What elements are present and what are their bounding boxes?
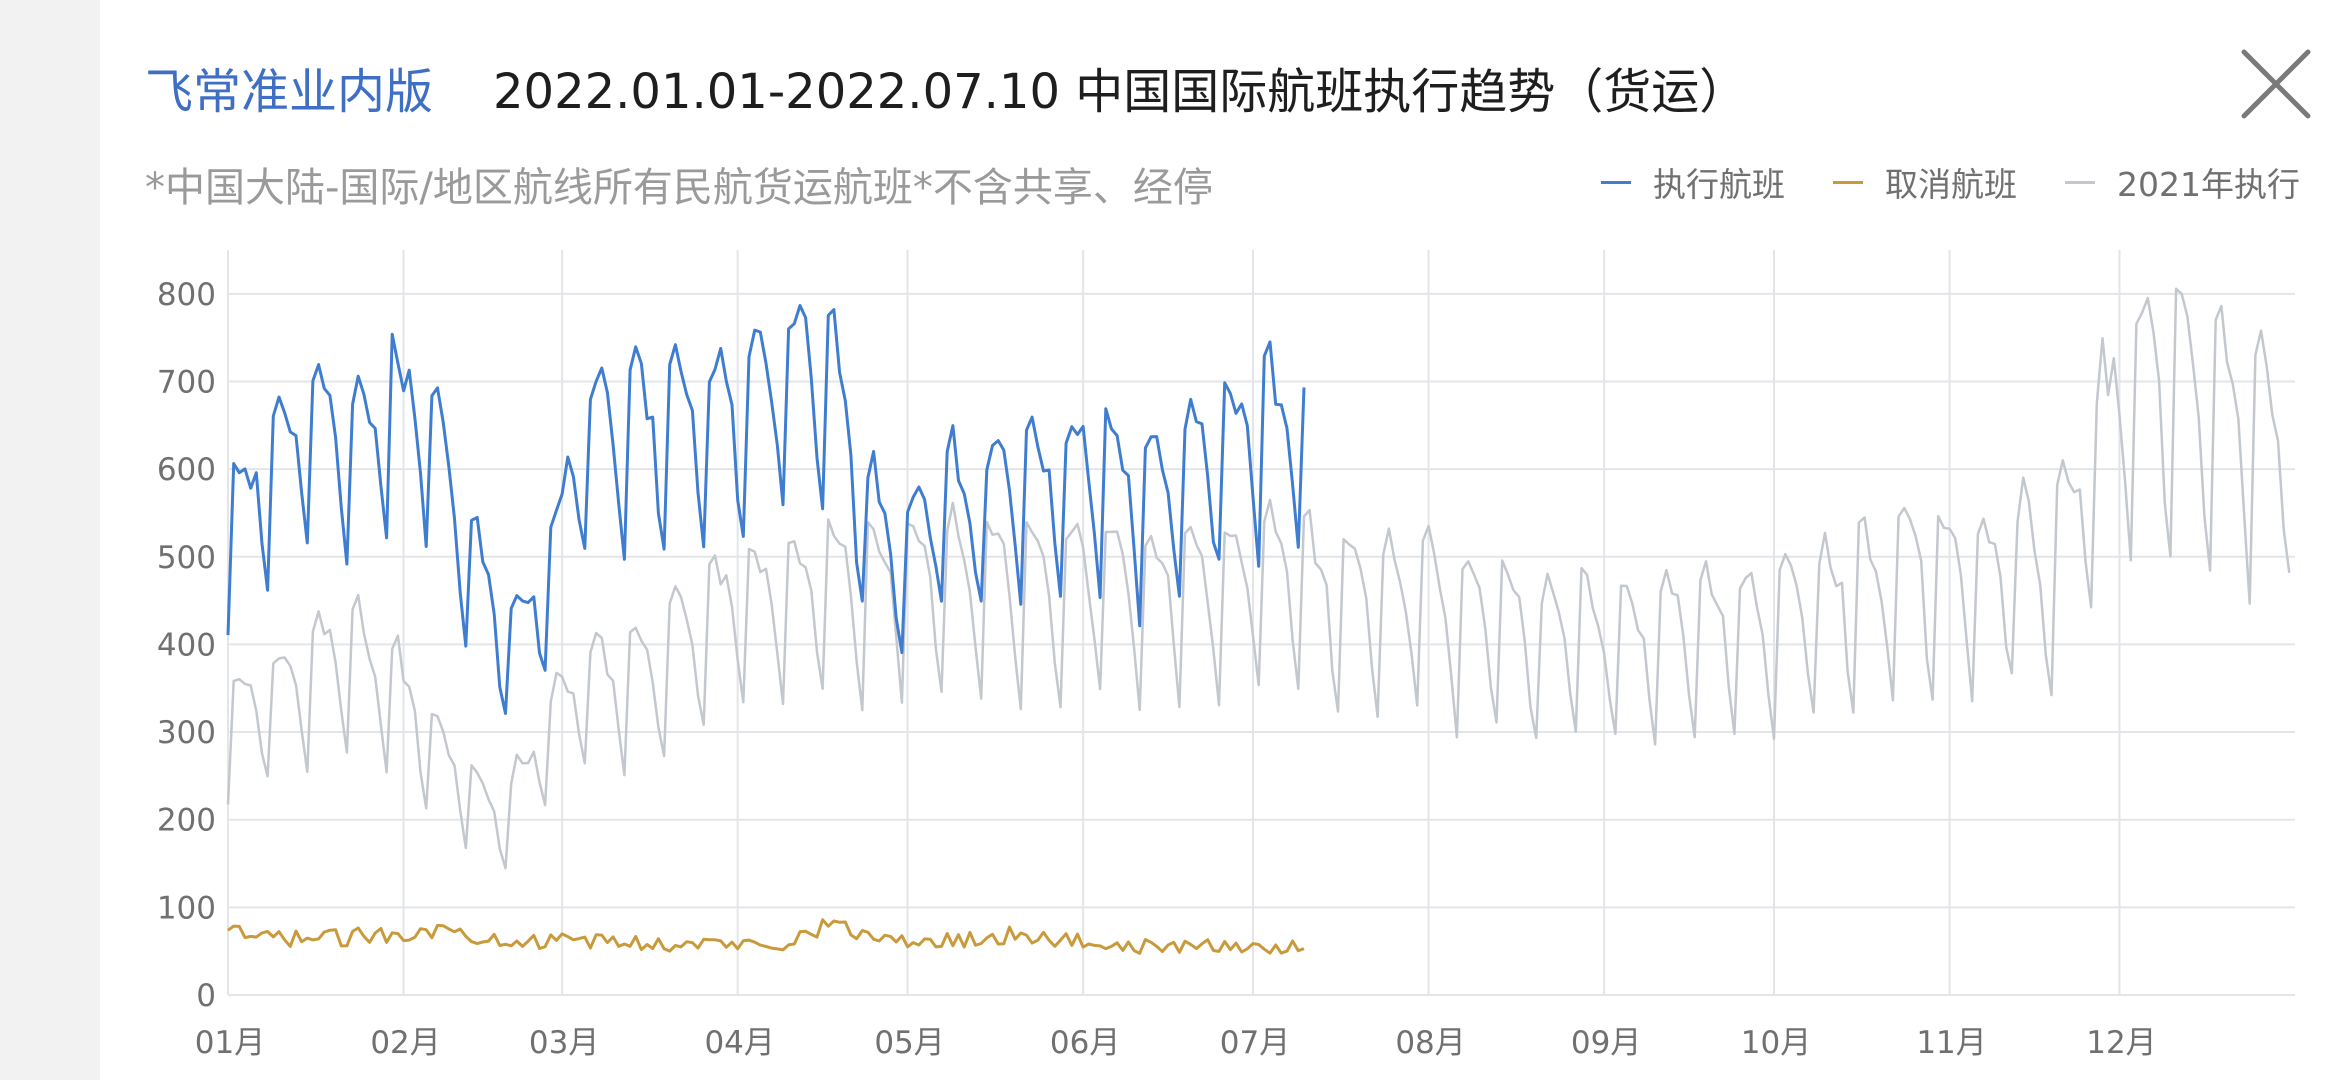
y-tick-label: 800 (157, 277, 216, 313)
x-tick-label: 02月 (370, 1025, 440, 1061)
series-line-2021 (226, 287, 2291, 870)
close-button[interactable] (2236, 44, 2316, 124)
legend-swatch-executed (1601, 180, 1632, 184)
y-tick-label: 100 (157, 890, 216, 926)
legend-item-executed[interactable]: 执行航班 (1601, 158, 1785, 206)
y-tick-label: 600 (157, 452, 216, 488)
x-tick-label: 08月 (1395, 1025, 1465, 1061)
x-tick-label: 11月 (1916, 1025, 1986, 1061)
close-icon (2241, 49, 2311, 119)
legend-swatch-cancelled (1833, 180, 1864, 184)
y-tick-label: 300 (157, 715, 216, 751)
legend-item-cancelled[interactable]: 取消航班 (1833, 158, 2017, 206)
y-tick-label: 700 (157, 364, 216, 400)
y-tick-label: 500 (157, 540, 216, 576)
x-tick-label: 10月 (1741, 1025, 1811, 1061)
y-tick-label: 400 (157, 627, 216, 663)
x-tick-label: 05月 (874, 1025, 944, 1061)
legend-label-executed: 执行航班 (1653, 165, 1786, 204)
legend: 执行航班 取消航班 2021年执行 (1553, 158, 2300, 206)
y-tick-label: 0 (196, 978, 216, 1014)
app-name: 飞常准业内版 (145, 64, 434, 120)
x-tick-label: 09月 (1571, 1025, 1641, 1061)
legend-item-2021[interactable]: 2021年执行 (2065, 158, 2300, 206)
chart-title: 2022.01.01-2022.07.10 中国国际航班执行趋势（货运） (493, 64, 1748, 120)
legend-label-cancelled: 取消航班 (1885, 165, 2018, 204)
legend-label-2021: 2021年执行 (2117, 165, 2300, 204)
chart-subtitle: *中国大陆-国际/地区航线所有民航货运航班*不含共享、经停 (145, 165, 1213, 211)
x-tick-label: 07月 (1220, 1025, 1290, 1061)
series-line-cancelled (227, 918, 1305, 955)
legend-swatch-2021 (2065, 180, 2096, 184)
x-axis: 01月 02月 03月 04月 05月 06月 07月 08月 09月 10月 11月 12月 (195, 1025, 2157, 1061)
x-tick-label: 04月 (704, 1025, 774, 1061)
x-tick-label: 03月 (529, 1025, 599, 1061)
series-line-executed (226, 304, 1306, 715)
series-group (226, 287, 2291, 955)
y-tick-label: 200 (157, 803, 216, 839)
x-tick-label: 01月 (195, 1025, 265, 1061)
x-tick-label: 12月 (2086, 1025, 2156, 1061)
x-tick-label: 06月 (1050, 1025, 1120, 1061)
y-axis: 0 100 200 300 400 500 600 700 800 (157, 277, 216, 1014)
